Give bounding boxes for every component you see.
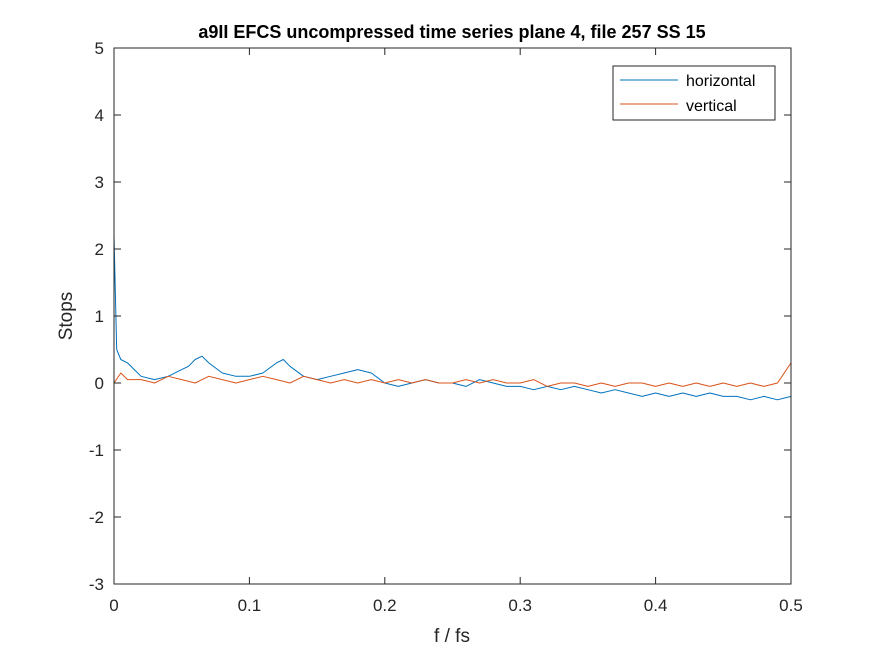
y-tick-label: 5 — [95, 39, 104, 58]
x-tick-label: 0.1 — [238, 596, 262, 615]
y-tick-label: -2 — [89, 508, 104, 527]
legend-label-horizontal: horizontal — [686, 73, 755, 90]
plot-area — [114, 48, 791, 584]
x-tick-label: 0 — [109, 596, 118, 615]
x-axis-label: f / fs — [434, 626, 470, 647]
y-axis-label: Stops — [56, 292, 77, 341]
y-tick-label: 2 — [95, 240, 104, 259]
chart-title: a9II EFCS uncompressed time series plane… — [198, 22, 705, 42]
y-tick-label: -1 — [89, 441, 104, 460]
legend: horizontal vertical — [613, 66, 775, 120]
y-tick-label: 0 — [95, 374, 104, 393]
y-tick-label: 3 — [95, 173, 104, 192]
y-tick-label: 1 — [95, 307, 104, 326]
y-tick-label: -3 — [89, 575, 104, 594]
x-tick-label: 0.4 — [644, 596, 668, 615]
x-tick-label: 0.5 — [779, 596, 803, 615]
legend-label-vertical: vertical — [686, 98, 737, 115]
y-tick-label: 4 — [95, 106, 104, 125]
x-tick-label: 0.3 — [508, 596, 532, 615]
x-tick-label: 0.2 — [373, 596, 397, 615]
